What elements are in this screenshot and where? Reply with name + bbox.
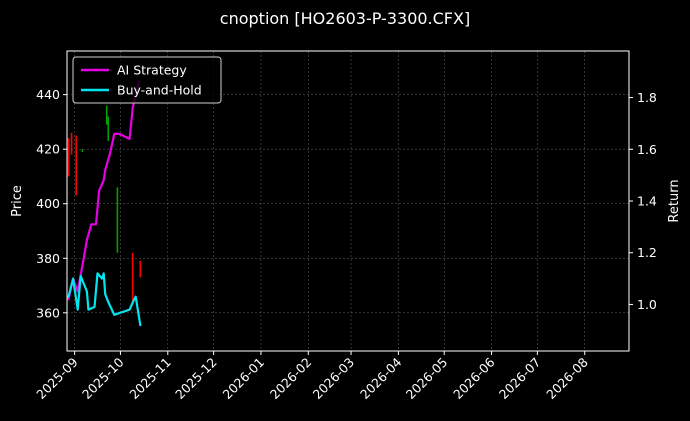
- y-left-tick-label: 400: [36, 196, 60, 211]
- series-lines: [67, 80, 142, 327]
- x-tick-label: 2026-08: [543, 354, 591, 402]
- y-left-tick-label: 440: [36, 87, 60, 102]
- x-tick-label: 2026-02: [267, 355, 315, 403]
- grid: [67, 51, 629, 351]
- candles: [67, 105, 142, 302]
- y-left-tick-label: 420: [36, 142, 60, 157]
- x-tick-label: 2025-10: [79, 354, 127, 402]
- x-tick-label: 2026-06: [450, 354, 498, 402]
- legend: AI Strategy Buy-and-Hold: [72, 56, 222, 104]
- x-tick-label: 2026-03: [310, 355, 358, 403]
- y-left-tick-label: 380: [36, 251, 60, 266]
- legend-label: Buy-and-Hold: [117, 83, 202, 98]
- y-axis-left-label: Price: [10, 185, 25, 217]
- y-right-tick-label: 1.8: [637, 90, 657, 105]
- x-tick-label: 2026-01: [220, 355, 268, 403]
- y-right-tick-label: 1.4: [637, 194, 657, 209]
- x-tick-label: 2026-04: [357, 354, 405, 402]
- chart-title: cnoption [HO2603-P-3300.CFX]: [220, 9, 470, 28]
- x-tick-label: 2025-11: [126, 355, 174, 403]
- x-tick-label: 2026-07: [496, 355, 544, 403]
- x-tick-label: 2025-12: [172, 355, 220, 403]
- series-line: [67, 80, 140, 301]
- y-right-tick-label: 1.0: [637, 297, 657, 312]
- y-right-tick-label: 1.2: [637, 245, 657, 260]
- legend-box: [72, 56, 222, 104]
- x-tick-label: 2026-05: [403, 355, 451, 403]
- y-axis-right-label: Return: [667, 179, 682, 222]
- y-right-tick-label: 1.6: [637, 142, 657, 157]
- y-left-tick-label: 360: [36, 305, 60, 320]
- series-line: [67, 272, 142, 327]
- legend-label: AI Strategy: [117, 63, 187, 78]
- x-tick-label: 2025-09: [33, 354, 81, 402]
